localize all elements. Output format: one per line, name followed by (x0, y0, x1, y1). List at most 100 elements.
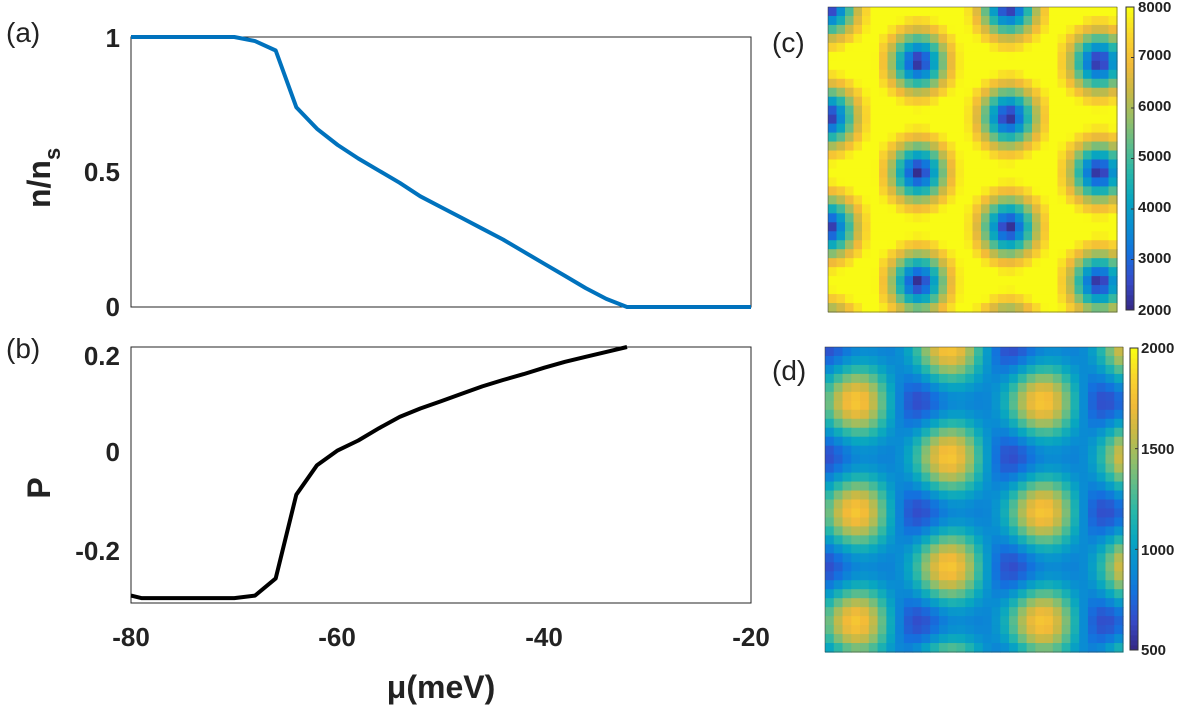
panel-b-ytick-0.2: 0.2 (84, 341, 120, 371)
panel-c-heatmap-cell (1040, 87, 1050, 98)
panel-d-heatmap-cell (860, 634, 870, 644)
panel-c-heatmap-cell (1108, 87, 1118, 98)
panel-c-heatmap-cell (938, 15, 948, 26)
panel-d-heatmap-cell (956, 391, 966, 402)
panel-d-heatmap-cell (1044, 355, 1054, 366)
panel-c-heatmap-cell (1006, 33, 1016, 44)
panel-d-heatmap-cell (1044, 634, 1054, 644)
panel-c-heatmap-cell (1108, 258, 1118, 268)
panel-d-heatmap-cell (1105, 445, 1115, 456)
panel-d-heatmap-cell (886, 418, 896, 429)
panel-c-heatmap-cell (904, 24, 914, 35)
panel-c-heatmap-cell (879, 132, 889, 143)
panel-d-heatmap-cell (1105, 490, 1115, 501)
panel-c-colorbar-swatch (1126, 173, 1134, 180)
panel-d-heatmap-cell (842, 643, 852, 653)
panel-c-heatmap-cell (853, 204, 863, 214)
panel-d-heatmap-cell (842, 427, 852, 438)
panel-c-heatmap-cell (836, 123, 846, 134)
panel-c-heatmap-cell (896, 285, 906, 295)
panel-d-heatmap-cell (1105, 382, 1115, 393)
panel-d-heatmap-cell (886, 598, 896, 608)
panel-d-heatmap-cell (991, 463, 1001, 474)
panel-c-heatmap-cell (938, 159, 948, 170)
panel-c-heatmap-cell (845, 276, 855, 286)
panel-c-heatmap-cell (1108, 78, 1118, 89)
panel-d-heatmap-cell (1070, 535, 1080, 545)
panel-c-heatmap-cell (947, 78, 957, 89)
panel-c-heatmap-cell (1066, 51, 1076, 62)
panel-d-heatmap-cell (947, 463, 958, 474)
panel-c-heatmap-cell (879, 78, 889, 89)
panel-d-heatmap-cell (1087, 535, 1098, 545)
panel-d-heatmap-cell (877, 400, 887, 411)
panel-d-heatmap-cell (860, 616, 870, 626)
panel-c-heatmap-cell (1040, 159, 1050, 170)
panel-d-heatmap-cell (1070, 616, 1080, 626)
panel-c-heatmap-cell (981, 159, 991, 170)
panel-label-a: (a) (6, 17, 40, 48)
panel-c-heatmap-cell (1057, 276, 1067, 286)
panel-c-heatmap-cell (1066, 285, 1076, 295)
panel-d-colorbar-swatch (1130, 453, 1138, 460)
panel-c-heatmap-cell (1006, 294, 1016, 304)
panel-d-heatmap-cell (974, 409, 984, 420)
panel-d-heatmap-cell (938, 589, 949, 599)
panel-d-heatmap-cell (877, 589, 887, 599)
panel-c-heatmap-cell (947, 51, 957, 62)
panel-d-heatmap-cell (938, 481, 949, 492)
panel-c-heatmap-cell (964, 96, 974, 107)
panel-d-heatmap-cell (1079, 472, 1089, 483)
panel-d-heatmap-cell (956, 580, 966, 590)
panel-d-heatmap-cell (1070, 436, 1080, 447)
panel-c-heatmap-cell (1049, 267, 1059, 277)
panel-d-heatmap-cell (1079, 553, 1089, 563)
panel-c-heatmap (828, 7, 1118, 313)
panel-d-heatmap-cell (1009, 535, 1019, 545)
panel-c-heatmap-cell (981, 24, 991, 35)
panel-c-heatmap-cell (1040, 132, 1050, 143)
panel-d-colorbar-swatch (1130, 458, 1138, 465)
panel-c-heatmap-cell (836, 231, 846, 241)
panel-d-heatmap-cell (895, 634, 905, 644)
panel-d-heatmap-cell (912, 418, 923, 429)
panel-d-heatmap-cell (1000, 436, 1010, 447)
panel-c-heatmap-cell (955, 7, 965, 17)
panel-d-heatmap-cell (1009, 526, 1019, 536)
panel-d-heatmap-cell (1061, 517, 1072, 528)
panel-c-colorbar-swatch (1126, 168, 1134, 175)
panel-d-heatmap-cell (833, 553, 844, 563)
panel-d-heatmap-cell (1017, 382, 1028, 393)
panel-d-heatmap-cell (825, 553, 835, 563)
panel-c-heatmap-cell (1066, 42, 1076, 53)
panel-c-colorbar-swatch (1126, 269, 1134, 276)
panel-d-heatmap-cell (860, 535, 870, 545)
panel-c-colorbar-swatch (1126, 22, 1134, 28)
panel-d-heatmap-cell (974, 508, 984, 519)
panel-d-heatmap-cell (1079, 400, 1089, 411)
panel-d-heatmap-cell (1052, 400, 1063, 411)
panel-c-heatmap-cell (862, 222, 872, 232)
panel-d-heatmap-cell (930, 625, 940, 635)
panel-c-heatmap-cell (921, 240, 931, 250)
panel-d-colorbar-swatch (1130, 423, 1138, 430)
panel-c-colorbar-swatch (1126, 102, 1134, 109)
panel-d-heatmap-cell (1061, 445, 1072, 456)
panel-c-heatmap-cell (913, 186, 923, 196)
panel-d-heatmap-cell (1052, 598, 1063, 608)
panel-d-heatmap-cell (1079, 607, 1089, 617)
panel-d-heatmap-cell (842, 562, 852, 572)
panel-d-heatmap-cell (1017, 562, 1028, 572)
panel-c-heatmap-cell (1057, 141, 1067, 152)
panel-d-heatmap-cell (842, 634, 852, 644)
panel-c-colorbar-swatch (1126, 12, 1134, 18)
panel-c-heatmap-cell (845, 159, 855, 170)
panel-c-heatmap-cell (896, 258, 906, 268)
panel-d-heatmap-cell (1044, 553, 1054, 563)
panel-d-heatmap-cell (1035, 589, 1045, 599)
panel-d-heatmap-cell (1096, 454, 1107, 465)
panel-c-heatmap-cell (1083, 141, 1093, 152)
panel-c-heatmap-cell (836, 213, 846, 223)
panel-d-heatmap-cell (851, 490, 861, 501)
panel-d-heatmap-cell (1000, 535, 1010, 545)
